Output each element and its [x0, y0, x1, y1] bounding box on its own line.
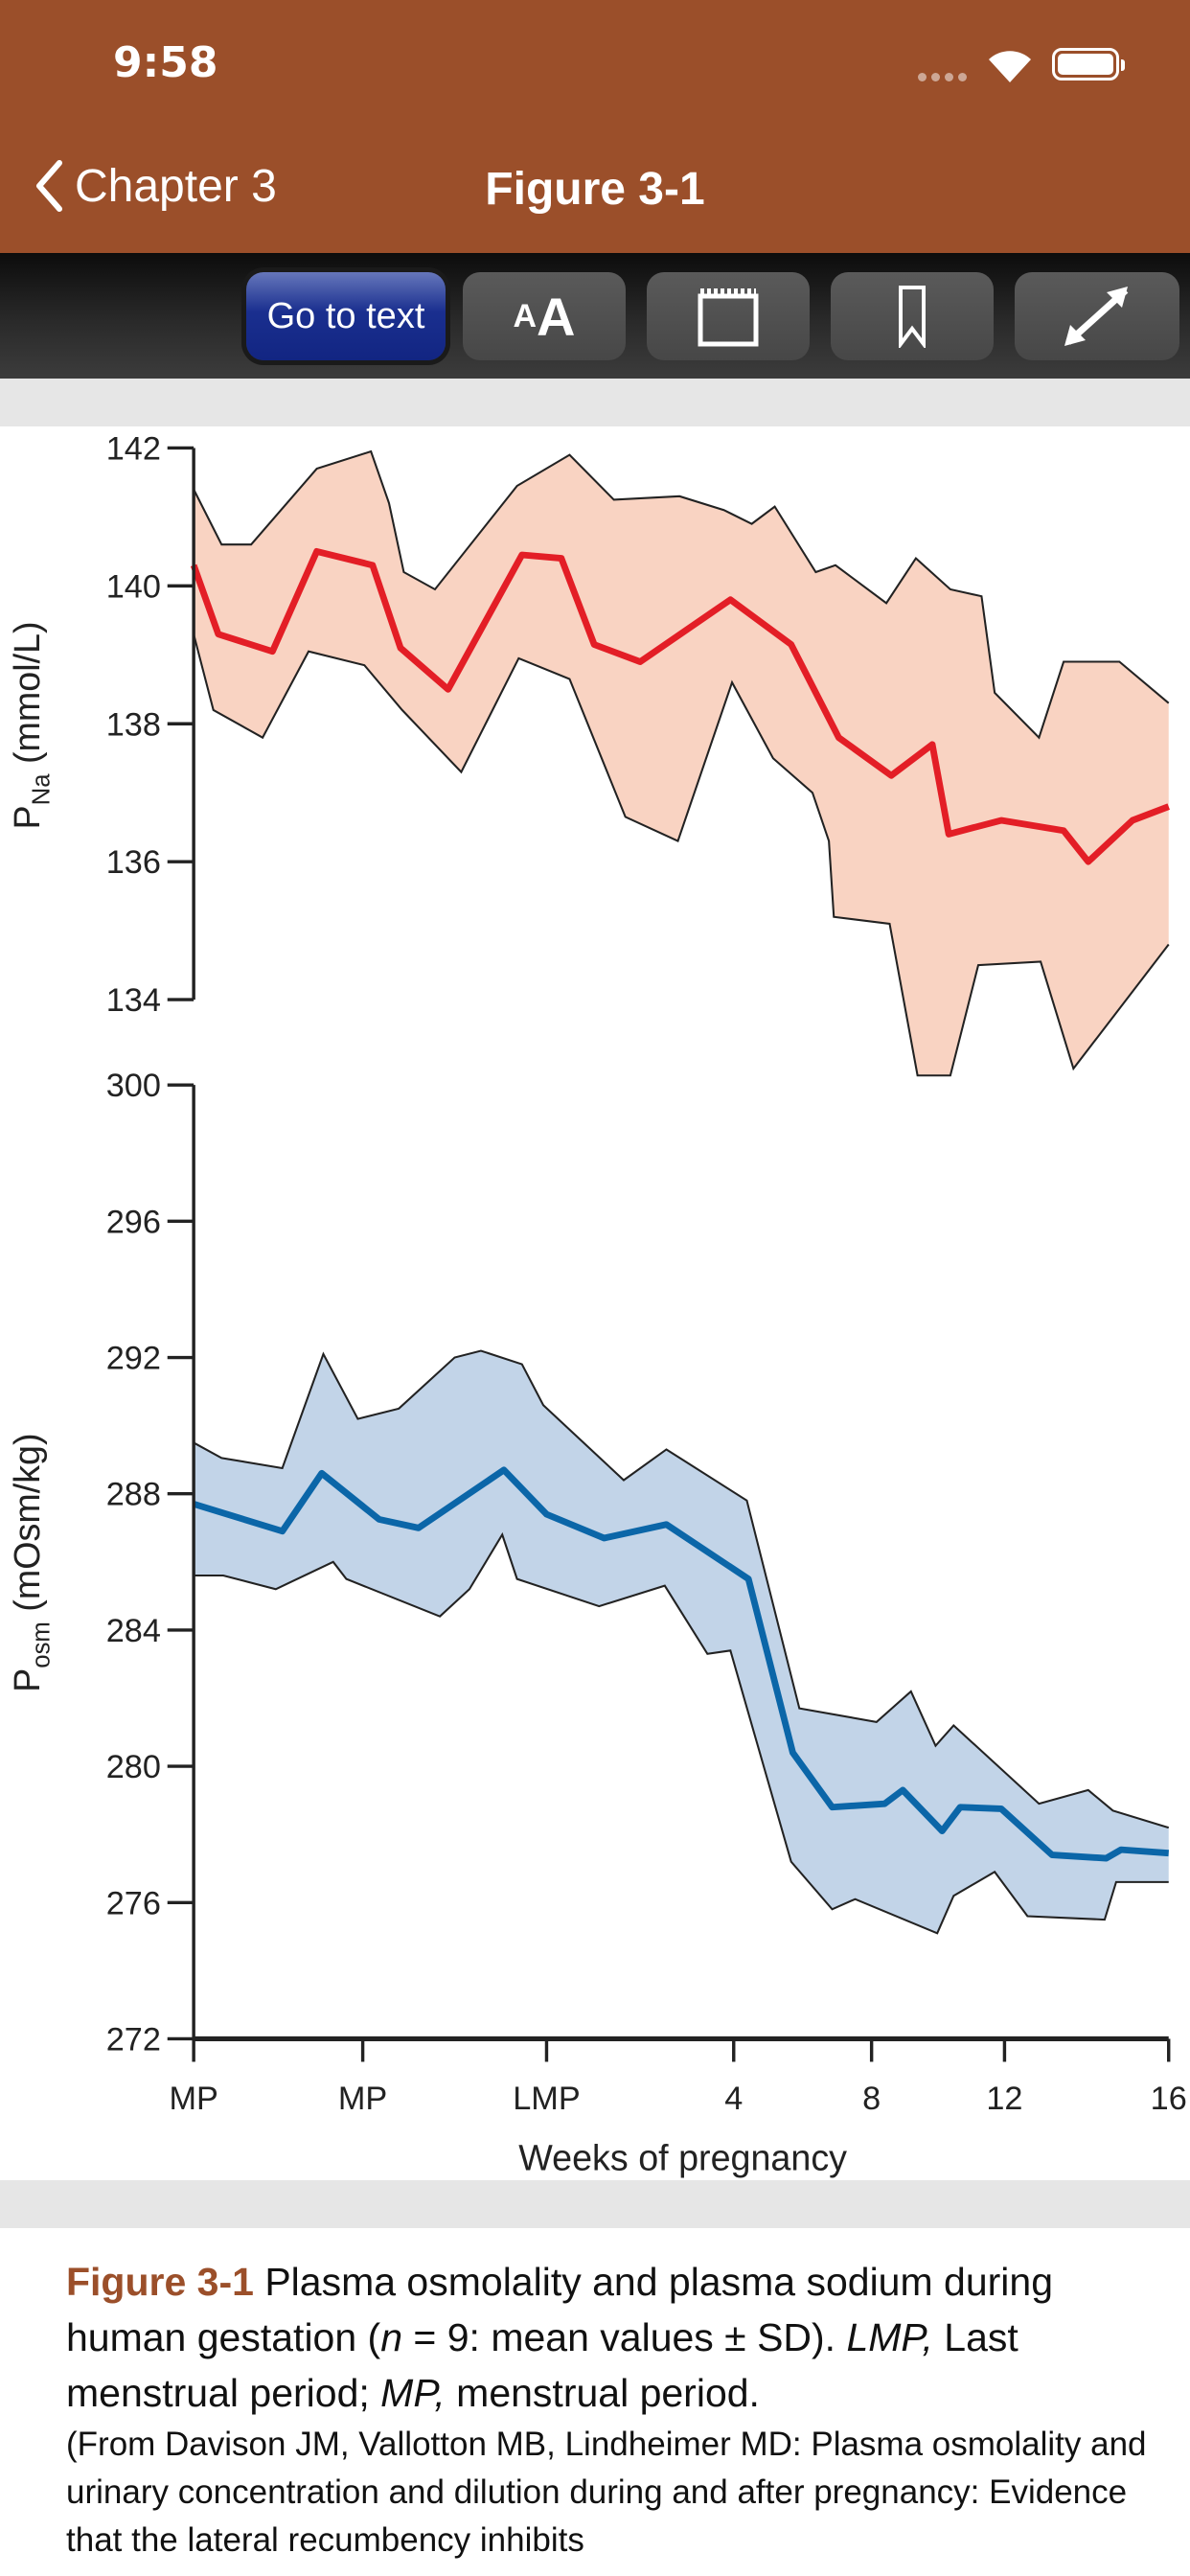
status-time: 9:58	[113, 38, 218, 87]
expand-arrows-icon	[1064, 287, 1129, 346]
sodium-chart: 142 140 138 136 134	[106, 430, 1170, 1077]
osmolality-y-tick-label: 292	[106, 1341, 161, 1377]
page-title: Figure 3-1	[485, 164, 705, 215]
caption-source: (From Davison JM, Vallotton MB, Lindheim…	[66, 2426, 1147, 2559]
osmolality-y-tick-label: 276	[106, 1885, 161, 1921]
back-button[interactable]: Chapter 3	[34, 159, 277, 213]
wifi-icon	[989, 51, 1031, 82]
caption-text: menstrual period.	[445, 2371, 760, 2415]
back-label: Chapter 3	[75, 160, 277, 212]
sodium-mean-line	[190, 547, 1170, 865]
caption-n: n	[380, 2315, 403, 2359]
x-tick-label: LMP	[513, 2081, 580, 2117]
caption-text: Last menstrual period;	[66, 2315, 1018, 2415]
sodium-y-tick-label: 134	[106, 982, 161, 1019]
osmolality-y-tick-label: 288	[106, 1477, 161, 1513]
font-small-label: A	[513, 297, 538, 334]
font-large-label: A	[537, 286, 576, 347]
sodium-y-tick-label: 140	[106, 568, 161, 605]
caption-lmp: LMP,	[846, 2315, 933, 2359]
osmolality-y-tick-label: 284	[106, 1613, 161, 1649]
fullscreen-button[interactable]	[1015, 272, 1179, 360]
x-tick-label: MP	[169, 2081, 217, 2117]
osmolality-y-axis-label: Posm (mOsm/kg)	[7, 1433, 55, 1691]
go-to-text-button[interactable]: Go to text	[246, 272, 446, 360]
sodium-lower-sd-line	[193, 633, 1170, 1077]
cellular-signal-icon	[918, 73, 967, 81]
caption-main: Figure 3-1 Plasma osmolality and plasma …	[66, 2254, 1158, 2421]
bookmark-icon	[899, 286, 926, 348]
figure-label: Figure 3-1	[66, 2260, 254, 2304]
x-tick-label: 12	[986, 2081, 1022, 2117]
navigation-bar: Chapter 3 Figure 3-1	[0, 134, 1190, 253]
x-axis-label: Weeks of pregnancy	[518, 2138, 847, 2178]
x-tick-label: 16	[1151, 2081, 1187, 2117]
figure-chart: 142 140 138 136 134 300 296 292 288 284 280 276 272…	[7, 430, 1187, 2178]
caption-text: Plasma osmolality and plasma sodium duri…	[66, 2260, 1053, 2359]
figure-caption: Figure 3-1 Plasma osmolality and plasma …	[66, 2254, 1158, 2564]
osmolality-y-tick-label: 300	[106, 1068, 161, 1104]
osmolality-y-tick-label: 272	[106, 2021, 161, 2058]
caption-text: = 9: mean values ± SD).	[402, 2315, 847, 2359]
osmolality-mean-line	[193, 1466, 1169, 1862]
sodium-y-tick-label: 136	[106, 844, 161, 881]
notebook-button[interactable]	[647, 272, 810, 360]
osmolality-sd-band	[194, 1350, 1169, 1934]
caption-mp: MP,	[380, 2371, 446, 2415]
chevron-left-icon	[36, 160, 62, 212]
bookmark-button[interactable]	[831, 272, 994, 360]
battery-icon	[1052, 48, 1125, 80]
sodium-upper-sd-line	[193, 449, 1170, 740]
osmolality-y-tick-label: 296	[106, 1204, 161, 1240]
osmolality-upper-sd-line	[193, 1349, 1170, 1829]
x-tick-label: MP	[338, 2081, 387, 2117]
sodium-y-axis-label: PNa (mmol/L)	[7, 621, 55, 829]
figure-bottom-margin	[0, 2180, 1190, 2228]
sodium-y-tick-label: 142	[106, 430, 161, 467]
x-tick-label: 4	[724, 2081, 743, 2117]
osmolality-lower-sd-line	[194, 1531, 1169, 1935]
osmolality-y-tick-label: 280	[106, 1749, 161, 1785]
status-bar: 9:58	[0, 0, 1190, 134]
notebook-icon	[698, 288, 759, 347]
sodium-sd-band	[194, 451, 1169, 1076]
sodium-y-tick-label: 138	[106, 706, 161, 743]
figure-top-margin	[0, 379, 1190, 426]
x-tick-label: 8	[862, 2081, 881, 2117]
